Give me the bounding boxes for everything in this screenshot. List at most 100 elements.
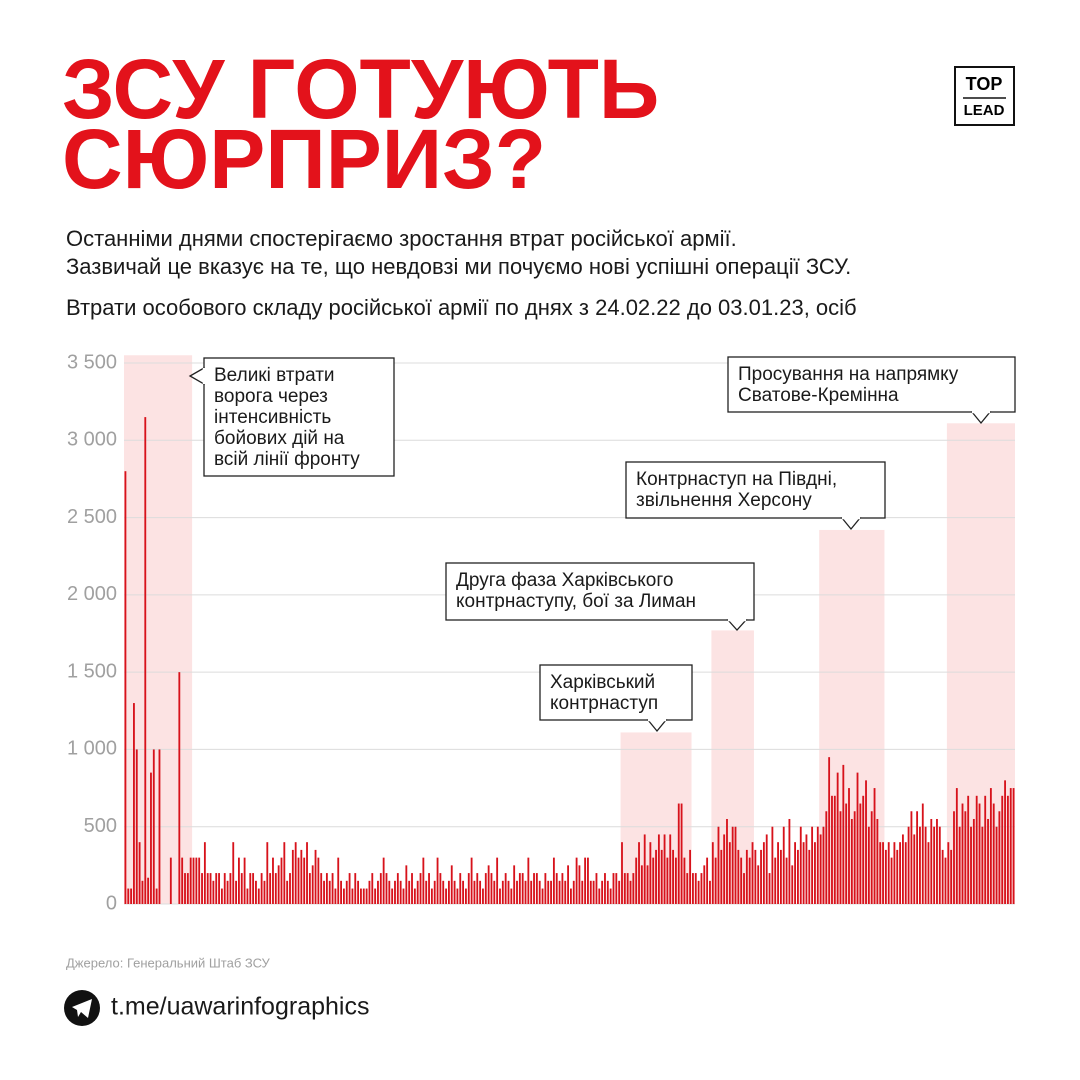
bar (479, 880, 482, 904)
bar (439, 873, 442, 904)
bar (689, 849, 692, 904)
bar (405, 865, 408, 904)
bar (737, 849, 740, 904)
bar (402, 888, 405, 904)
bar (887, 842, 890, 904)
bar (306, 842, 308, 904)
bar (703, 865, 706, 904)
bar (323, 880, 325, 904)
bar (289, 873, 291, 904)
bar (445, 888, 447, 904)
bar (303, 857, 306, 904)
bar (734, 826, 737, 904)
callout-text: контрнаступу, бої за Лиман (456, 591, 696, 612)
bar (760, 849, 762, 904)
bar (558, 880, 561, 904)
bar (189, 857, 192, 904)
bar (198, 857, 201, 904)
bar (762, 842, 765, 904)
bar (1004, 780, 1006, 904)
bar (714, 857, 717, 904)
callout-text: Друга фаза Харківського (456, 570, 673, 591)
bar (286, 880, 289, 904)
bar (709, 880, 711, 904)
bar (235, 880, 238, 904)
bar (598, 888, 601, 904)
bar (896, 849, 899, 904)
y-tick-label: 2 500 (67, 506, 117, 528)
bar (697, 880, 700, 904)
bar (825, 811, 828, 904)
bar (215, 873, 218, 904)
bar (371, 873, 374, 904)
bar (447, 880, 450, 904)
bar (518, 873, 521, 904)
bar (757, 865, 760, 904)
bar (524, 880, 527, 904)
callout-text: бойових дій на (214, 428, 345, 449)
bar (507, 880, 510, 904)
bar (473, 880, 476, 904)
bar (768, 873, 771, 904)
bar (572, 880, 575, 904)
bar (740, 857, 743, 904)
bar (856, 772, 859, 904)
callout-text: ворога через (214, 386, 328, 407)
bar (570, 888, 572, 904)
y-tick-label: 500 (84, 815, 117, 837)
link[interactable]: t.me/uawarinfographics (111, 993, 369, 1021)
bar (836, 772, 839, 904)
bar (640, 865, 643, 904)
bar (547, 880, 550, 904)
bar (331, 873, 334, 904)
bar (229, 873, 232, 904)
bar (408, 880, 411, 904)
bar (663, 834, 666, 904)
y-tick-label: 0 (106, 892, 117, 914)
bar (833, 795, 836, 904)
bar (470, 857, 473, 904)
bar (865, 780, 867, 904)
bar (354, 873, 357, 904)
callout-text: всій лінії фронту (214, 449, 360, 470)
bar (788, 818, 791, 904)
bar (660, 849, 663, 904)
bar (272, 857, 274, 904)
bar (575, 857, 578, 904)
bar (178, 672, 181, 904)
callout-box (625, 461, 886, 519)
bar (581, 880, 584, 904)
bar (308, 873, 311, 904)
bar (240, 873, 243, 904)
bar (936, 818, 938, 904)
bar (916, 811, 919, 904)
bar (456, 888, 459, 904)
bar (362, 888, 365, 904)
bar (808, 849, 811, 904)
bar (774, 857, 777, 904)
bar (246, 888, 249, 904)
bar (748, 857, 751, 904)
logo-frame (954, 66, 1015, 126)
bar (158, 749, 161, 904)
bar (680, 803, 683, 904)
bar (496, 857, 499, 904)
bar (938, 826, 941, 904)
bar (487, 865, 490, 904)
bar (396, 873, 399, 904)
bar (779, 849, 782, 904)
bar (706, 857, 709, 904)
bar (385, 873, 388, 904)
bar (379, 873, 382, 904)
bar (1001, 795, 1004, 904)
bar (967, 795, 970, 904)
bar (944, 857, 947, 904)
bar (340, 880, 342, 904)
bar (544, 873, 547, 904)
bar (919, 826, 921, 904)
bar (195, 857, 198, 904)
bar (700, 873, 703, 904)
bar (274, 873, 277, 904)
